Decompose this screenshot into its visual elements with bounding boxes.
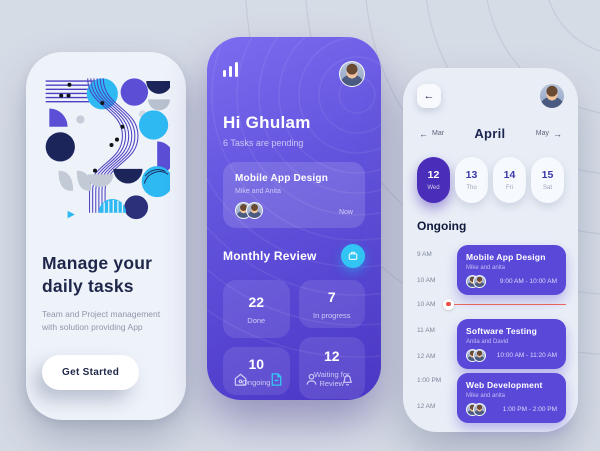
nav-home-button[interactable] <box>233 372 248 387</box>
event-time: 1:00 PM - 2:00 PM <box>502 405 557 413</box>
date-pill-15[interactable]: 15 Sat <box>531 157 564 203</box>
red-dot-indicator <box>443 298 454 310</box>
time-label: 12 AM <box>417 353 436 360</box>
stat-label: Ongoing <box>242 377 271 387</box>
profile-avatar[interactable] <box>339 61 365 87</box>
nav-profile-button[interactable] <box>304 372 319 387</box>
date-picker: 12 Wed 13 Thu 14 Fri 15 Sat <box>415 157 566 203</box>
time-label: 1:00 PM <box>417 377 442 384</box>
bar-chart-icon <box>223 61 238 77</box>
greeting-text: Hi Ghulam <box>223 113 311 132</box>
nav-tasks-button[interactable] <box>269 372 284 387</box>
date-weekday: Fri <box>506 185 513 191</box>
event-time: 10:00 AM - 11:20 AM <box>496 351 557 359</box>
time-label: 9 AM <box>417 251 432 258</box>
time-label: 12 AM <box>417 403 436 410</box>
calendar-screen: ← ← Mar April May → 12 Wed 13 Thu 14 Fri… <box>403 68 578 432</box>
back-button[interactable]: ← <box>417 84 441 108</box>
stat-value: 12 <box>323 348 340 364</box>
nav-notifications-button[interactable] <box>340 372 355 387</box>
event-card-software-testing[interactable]: Software Testing Anita and David 10:00 A… <box>457 319 566 369</box>
event-avatars <box>466 274 486 288</box>
date-number: 15 <box>541 169 554 181</box>
date-weekday: Thu <box>466 185 477 191</box>
bottom-navigation <box>207 358 381 400</box>
date-pill-13[interactable]: 13 Thu <box>455 157 488 203</box>
stat-label: Done <box>247 315 266 325</box>
avatar <box>473 274 486 288</box>
stat-label: Waiting for Review <box>313 370 350 388</box>
date-number: 14 <box>503 169 516 181</box>
profile-avatar[interactable] <box>540 84 564 108</box>
stat-done[interactable]: 22 Done <box>223 280 290 338</box>
prev-month-button[interactable]: ← Mar <box>419 129 444 139</box>
event-card-mobile-app-design[interactable]: Mobile App Design Mike and anita 9:00 AM… <box>457 245 566 295</box>
time-label: 10 AM <box>417 301 436 308</box>
event-avatars <box>466 348 486 362</box>
avatar <box>473 402 486 416</box>
stat-ongoing[interactable]: 10 Ongoing <box>223 347 290 395</box>
stat-value: 10 <box>248 355 265 372</box>
event-title: Mobile App Design <box>466 252 546 262</box>
abstract-illustration <box>45 78 170 220</box>
date-pill-12-selected[interactable]: 12 Wed <box>417 157 450 203</box>
avatar <box>246 202 263 219</box>
event-members: Anita and David <box>466 338 509 345</box>
date-number: 13 <box>465 169 478 181</box>
arrow-left-icon: ← <box>423 90 435 102</box>
stat-value: 7 <box>327 288 336 305</box>
stat-value: 22 <box>248 293 265 310</box>
user-icon <box>306 373 317 385</box>
hero-title-line2: daily tasks <box>42 276 134 297</box>
event-card-web-development[interactable]: Web Development Mike and anita 1:00 PM -… <box>457 373 566 423</box>
time-label: 11 AM <box>417 327 435 334</box>
date-number: 12 <box>427 169 440 181</box>
task-avatars <box>235 202 353 219</box>
date-pill-14[interactable]: 14 Fri <box>493 157 526 203</box>
document-icon <box>271 372 282 386</box>
briefcase-action-button[interactable] <box>341 244 365 268</box>
stat-label: In progress <box>312 310 351 320</box>
next-month-label: May <box>535 130 549 137</box>
briefcase-icon <box>348 251 358 260</box>
hero-subtitle: Team and Project management with solutio… <box>42 309 161 333</box>
task-members: Mike and Anita <box>235 188 281 195</box>
event-title: Web Development <box>466 380 543 390</box>
stats-grid: 22 Done 10 Ongoing 7 In progress 12 Wait… <box>223 280 365 399</box>
chevron-left-icon: ← <box>419 128 428 139</box>
get-started-button[interactable]: Get Started <box>42 354 140 390</box>
stat-waiting-review[interactable]: 12 Waiting for Review <box>298 337 365 399</box>
avatar <box>473 348 486 362</box>
event-avatars <box>466 402 486 416</box>
current-month-label: April <box>474 126 506 141</box>
time-label: 10 AM <box>417 277 436 284</box>
hero-title: Manage your daily tasks <box>42 252 170 298</box>
monthly-review-title: Monthly Review <box>223 249 317 263</box>
event-members: Mike and anita <box>466 392 506 399</box>
ongoing-section-title: Ongoing <box>417 219 467 233</box>
current-time-indicator <box>443 298 566 310</box>
prev-month-label: Mar <box>432 130 445 137</box>
event-title: Software Testing <box>466 326 538 336</box>
pending-tasks-text: 6 Tasks are pending <box>223 138 304 148</box>
bell-icon <box>343 374 352 386</box>
task-title: Mobile App Design <box>235 173 329 184</box>
next-month-button[interactable]: May → <box>536 129 562 139</box>
dashboard-screen: Hi Ghulam 6 Tasks are pending Mobile App… <box>207 37 381 400</box>
home-icon <box>234 373 247 386</box>
date-weekday: Wed <box>427 185 440 191</box>
event-members: Mike and anita <box>466 264 506 271</box>
chevron-right-icon: → <box>552 128 562 139</box>
hero-title-line1: Manage your <box>42 253 153 273</box>
date-weekday: Sat <box>542 185 552 191</box>
stat-in-progress[interactable]: 7 In progress <box>298 280 365 328</box>
schedule-timeline: 9 AM 10 AM 10 AM 11 AM 12 AM 1:00 PM 12 … <box>415 243 566 423</box>
current-task-card[interactable]: Mobile App Design Mike and Anita Now <box>223 162 365 228</box>
task-status-badge: Now <box>338 209 353 216</box>
onboarding-screen: Manage your daily tasks Team and Project… <box>26 52 186 420</box>
event-time: 9:00 AM - 10:00 AM <box>499 277 557 285</box>
